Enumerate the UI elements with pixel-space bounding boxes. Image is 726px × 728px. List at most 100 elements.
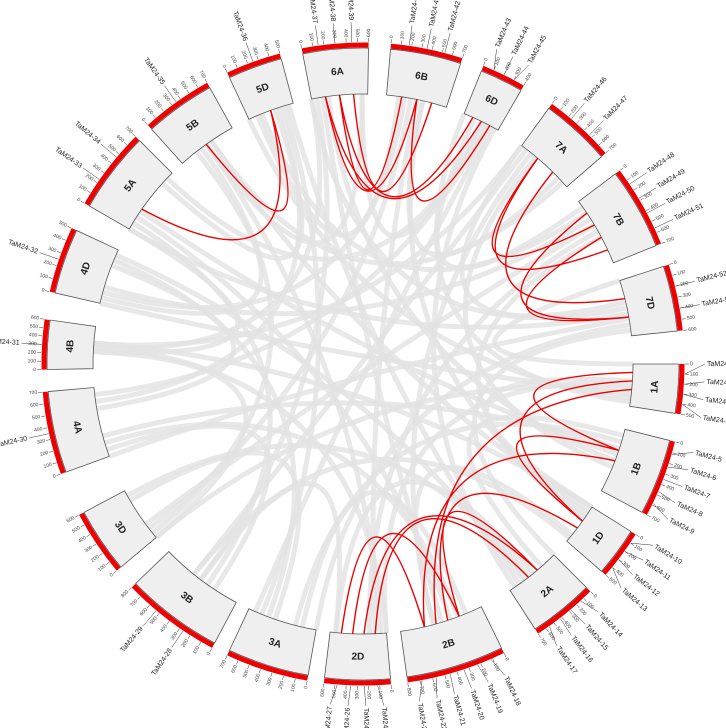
gene-connector [332,23,336,44]
tick-mark [675,441,680,444]
tick-mark [523,81,527,86]
gene-connector [493,49,497,70]
collinear-link [520,212,629,320]
gene-label: TaM24-39 [346,0,354,20]
gene-label: TaM24-32 [7,239,39,256]
chromosome-arc [675,363,685,415]
tick-mark [480,663,483,668]
tick-label: 700 [219,659,228,669]
tick-label: 0 [140,117,146,123]
tick-mark [483,61,486,66]
tick-label: 500 [655,213,665,222]
tick-mark [186,89,190,94]
gene-label: TaM24-5 [694,450,722,464]
tick-label: 600 [546,631,556,641]
tick-label: 400 [431,36,439,46]
chromosome-arc [535,587,591,634]
chromosome-box [629,363,680,414]
tick-mark [67,225,72,229]
tick-mark [651,219,656,222]
tick-label: 0 [389,35,395,39]
tick-label: 700 [462,44,470,54]
gene-label: TaM24-26 [343,707,351,728]
tick-label: 100 [677,269,687,277]
chromosome-box [600,428,671,513]
gene-label: TaM24-53 [701,296,726,308]
tick-label: 500 [593,126,603,136]
chromosome-box [228,608,317,676]
tick-label: 400 [524,72,533,82]
tick-label: 100 [633,544,643,554]
gene-connector [668,466,689,470]
chromosome-arc [49,228,77,293]
tick-mark [560,106,564,110]
chromosome-label: 1A [649,380,661,394]
chromosome-arc [481,65,524,90]
tick-label: 300 [354,691,360,700]
tick-label: 0 [303,685,309,689]
gene-connector [675,281,695,287]
tick-label: 700 [665,236,675,245]
tick-label: 800 [405,687,412,696]
tick-mark [620,167,624,171]
collinear-link [340,536,426,634]
tick-mark [576,119,580,124]
tick-mark [235,63,238,68]
tick-label: 500 [32,414,41,421]
tick-mark [245,59,248,64]
collinear-link [338,94,403,191]
gene-label: TaM24-15 [583,624,609,652]
collinear-link [363,515,538,635]
gene-connector [549,626,557,646]
tick-label: 400 [614,569,624,579]
tick-mark [569,611,573,615]
chromosome-arc [42,391,66,474]
tick-label: 200 [39,450,49,458]
chromosome-arc [84,136,140,206]
collinear-link [442,510,538,617]
tick-label: 500 [331,689,338,698]
tick-label: 600 [688,326,697,333]
tick-label: 700 [418,685,425,694]
tick-mark [421,43,424,48]
tick-label: 400 [649,202,659,211]
tick-label: 400 [52,233,62,242]
gene-connector [618,559,633,575]
tick-label: 400 [34,426,44,434]
tick-mark [647,514,651,518]
gene-connector [658,491,676,504]
tick-mark [270,672,273,677]
tick-mark [492,658,495,663]
background-link [100,149,264,317]
tick-mark [627,177,631,181]
gene-label: TaM24-9 [668,517,696,536]
background-link [410,151,534,626]
chromosome-label: 6B [414,70,429,83]
tick-mark [224,655,228,660]
tick-mark [48,277,53,279]
tick-label: 200 [319,31,326,40]
tick-mark [452,50,454,55]
tick-label: 100 [144,106,154,116]
chromosome-label: 3A [267,636,283,650]
tick-mark [46,439,51,441]
tick-label: 0 [221,64,228,69]
collinear-link [205,110,289,212]
tick-label: 0 [623,163,629,170]
collinear-link [519,380,633,522]
tick-label: 100 [630,170,640,180]
tick-mark [256,55,259,60]
tick-mark [561,617,565,621]
tick-label: 100 [307,32,314,41]
background-link [366,228,600,634]
tick-mark [105,562,110,565]
gene-connector [463,669,472,689]
collinear-link [338,94,474,198]
tick-label: 200 [28,350,37,356]
gene-label: TaM24-51 [673,203,704,223]
gene-label: TaM24-23 [416,703,428,728]
tick-mark [113,570,117,574]
tick-mark [665,473,670,476]
chromosome-arc [664,264,683,331]
